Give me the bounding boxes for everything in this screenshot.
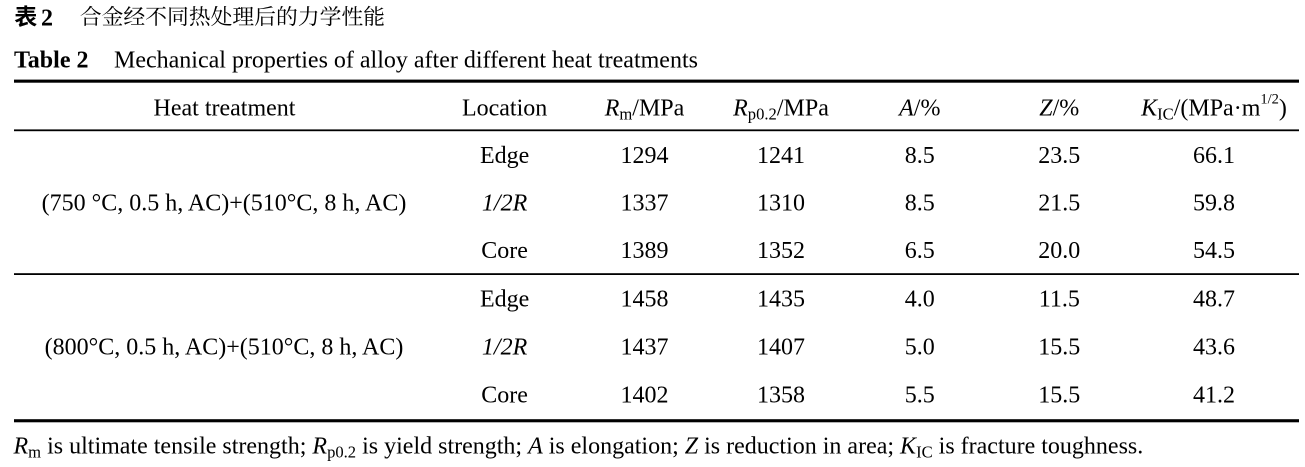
svg-text:41.2: 41.2 bbox=[1193, 383, 1235, 409]
svg-text:Z/%: Z/% bbox=[1039, 95, 1079, 121]
svg-text:11.5: 11.5 bbox=[1039, 286, 1080, 312]
svg-text:15.5: 15.5 bbox=[1038, 335, 1080, 361]
svg-text:43.6: 43.6 bbox=[1193, 335, 1235, 361]
svg-text:Rp0.2/MPa: Rp0.2/MPa bbox=[732, 95, 829, 123]
svg-text:Core: Core bbox=[481, 383, 528, 409]
svg-text:(750 °C, 0.5 h, AC)+(510°C, 8: (750 °C, 0.5 h, AC)+(510°C, 8 h, AC) bbox=[42, 190, 407, 216]
svg-text:4.0: 4.0 bbox=[905, 286, 935, 312]
svg-text:48.7: 48.7 bbox=[1193, 286, 1235, 312]
svg-text:KIC/(MPa·m1/2): KIC/(MPa·m1/2) bbox=[1140, 92, 1287, 124]
svg-text:59.8: 59.8 bbox=[1193, 190, 1235, 216]
svg-text:1241: 1241 bbox=[757, 143, 805, 169]
svg-text:1352: 1352 bbox=[757, 238, 805, 264]
svg-text:1458: 1458 bbox=[621, 286, 669, 312]
svg-text:1/2R: 1/2R bbox=[482, 335, 528, 361]
svg-text:Edge: Edge bbox=[480, 286, 529, 312]
svg-text:(800°C, 0.5 h, AC)+(510°C, 8 h: (800°C, 0.5 h, AC)+(510°C, 8 h, AC) bbox=[45, 335, 404, 361]
svg-text:2: 2 bbox=[41, 6, 53, 32]
svg-text:20.0: 20.0 bbox=[1038, 238, 1080, 264]
svg-text:Core: Core bbox=[481, 238, 528, 264]
svg-text:5.5: 5.5 bbox=[905, 383, 935, 409]
svg-text:1407: 1407 bbox=[757, 335, 805, 361]
svg-text:1435: 1435 bbox=[757, 286, 805, 312]
svg-text:Mechanical properties of alloy: Mechanical properties of alloy after dif… bbox=[114, 48, 698, 74]
svg-text:1389: 1389 bbox=[621, 238, 669, 264]
svg-text:21.5: 21.5 bbox=[1038, 190, 1080, 216]
svg-text:66.1: 66.1 bbox=[1193, 143, 1235, 169]
svg-text:A/%: A/% bbox=[897, 95, 940, 121]
svg-text:1402: 1402 bbox=[621, 383, 669, 409]
svg-text:Rm/MPa: Rm/MPa bbox=[604, 95, 685, 123]
svg-text:8.5: 8.5 bbox=[905, 143, 935, 169]
svg-text:Rm is ultimate tensile strengt: Rm is ultimate tensile strength; Rp0.2 i… bbox=[13, 433, 1144, 461]
svg-text:1337: 1337 bbox=[621, 190, 669, 216]
svg-text:1310: 1310 bbox=[757, 190, 805, 216]
svg-text:15.5: 15.5 bbox=[1038, 383, 1080, 409]
svg-text:5.0: 5.0 bbox=[905, 335, 935, 361]
svg-text:6.5: 6.5 bbox=[905, 238, 935, 264]
svg-text:23.5: 23.5 bbox=[1038, 143, 1080, 169]
svg-text:1294: 1294 bbox=[621, 143, 669, 169]
svg-text:54.5: 54.5 bbox=[1193, 238, 1235, 264]
svg-text:Heat treatment: Heat treatment bbox=[154, 95, 296, 121]
svg-text:Location: Location bbox=[462, 95, 547, 121]
svg-text:Table 2: Table 2 bbox=[14, 48, 88, 74]
svg-text:1358: 1358 bbox=[757, 383, 805, 409]
svg-text:1437: 1437 bbox=[621, 335, 669, 361]
svg-text:8.5: 8.5 bbox=[905, 190, 935, 216]
svg-text:1/2R: 1/2R bbox=[482, 190, 528, 216]
svg-text:Edge: Edge bbox=[480, 143, 529, 169]
